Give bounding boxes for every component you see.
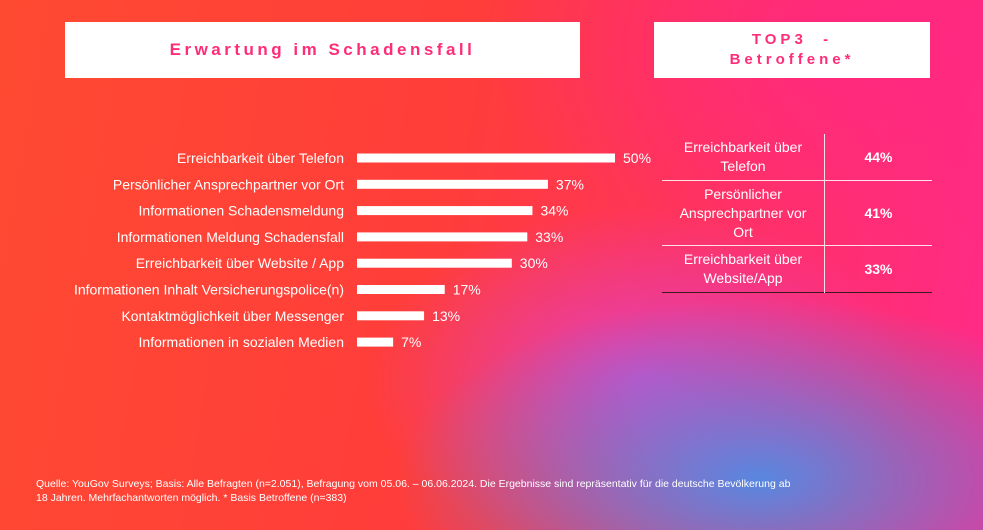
- top3-header-box: TOP3 - Betroffene*: [654, 22, 930, 78]
- title-box: Erwartung im Schadensfall: [65, 22, 580, 78]
- source-line: 18 Jahren. Mehrfachantworten möglich. * …: [36, 492, 347, 504]
- category-label: Persönlicher Ansprechpartner vor Ort: [113, 176, 344, 192]
- bar: [357, 337, 394, 347]
- value-label: 30%: [520, 255, 548, 271]
- bar: [357, 285, 445, 294]
- top3-label-line: Erreichbarkeit über: [683, 251, 803, 267]
- category-label: Informationen Schadensmeldung: [139, 203, 344, 219]
- bar: [357, 232, 528, 242]
- value-label: 37%: [556, 176, 584, 192]
- value-label: 17%: [453, 282, 481, 298]
- top3-row: Erreichbarkeit über Website/App 33%: [662, 245, 932, 293]
- top3-row-value: 33%: [864, 261, 893, 277]
- bar: [357, 311, 425, 321]
- top3-row-value: 41%: [864, 205, 893, 221]
- bar: [357, 153, 615, 163]
- value-label: 7%: [401, 334, 421, 350]
- top3-label-line: Ort: [733, 223, 753, 240]
- chart-title: Erwartung im Schadensfall: [169, 40, 476, 59]
- top3-header-line2: Betroffene*: [729, 51, 855, 68]
- value-label: 50%: [623, 150, 651, 166]
- category-label: Erreichbarkeit über Website / App: [136, 255, 345, 271]
- top3-row-label: Persönlicher Ansprechpartner vor Ort: [662, 180, 825, 246]
- top3-row: Erreichbarkeit über Telefon 44%: [662, 134, 932, 181]
- value-label: 13%: [432, 308, 460, 324]
- top3-label-line: Erreichbarkeit über: [683, 139, 803, 155]
- top3-table: Erreichbarkeit über Telefon 44% Persönli…: [662, 134, 932, 293]
- category-label: Kontaktmöglichkeit über Messenger: [121, 308, 344, 324]
- bar: [357, 258, 512, 268]
- source-line: Quelle: YouGov Surveys; Basis: Alle Befr…: [36, 478, 791, 490]
- source-note: Quelle: YouGov Surveys; Basis: Alle Befr…: [36, 477, 936, 505]
- category-label: Informationen Meldung Schadensfall: [117, 229, 344, 245]
- top3-label-line: Persönlicher: [704, 185, 782, 202]
- value-label: 33%: [535, 229, 563, 245]
- value-label: 34%: [540, 203, 568, 219]
- top3-label-line: Telefon: [720, 158, 766, 174]
- bar: [357, 206, 533, 216]
- category-label: Erreichbarkeit über Telefon: [177, 150, 344, 166]
- bar-chart: Erreichbarkeit über Telefon 50% Persönlich…: [74, 150, 651, 350]
- top3-row-label: Erreichbarkeit über Telefon: [662, 134, 825, 181]
- top3-row-label: Erreichbarkeit über Website/App: [662, 245, 825, 293]
- category-label: Informationen in sozialen Medien: [139, 334, 344, 350]
- top3-label-line: Ansprechpartner vor: [679, 204, 807, 221]
- top3-row: Persönlicher Ansprechpartner vor Ort 41%: [662, 180, 932, 246]
- category-label: Informationen Inhalt Versicherungspolice…: [74, 282, 344, 298]
- top3-row-value: 44%: [864, 149, 893, 165]
- top3-label-line: Website/App: [703, 270, 783, 286]
- bar: [357, 179, 548, 189]
- top3-header-line1: TOP3 -: [751, 31, 833, 48]
